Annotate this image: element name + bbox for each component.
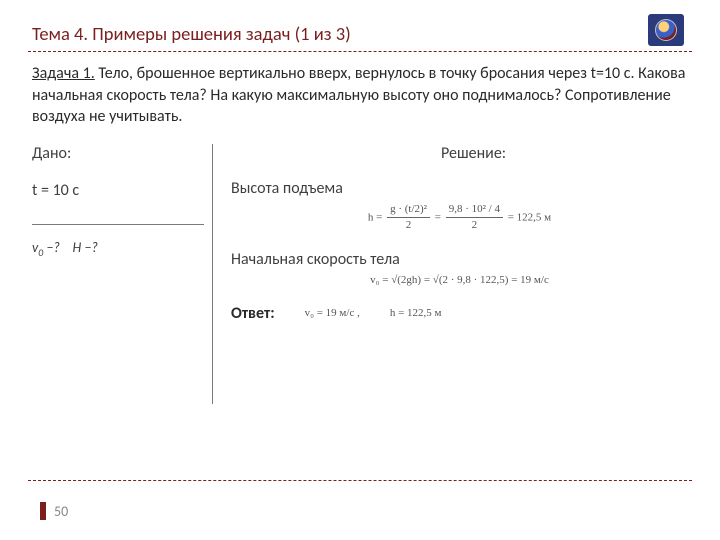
f1-frac1-den: 2	[387, 218, 430, 233]
problem-body: Тело, брошенное вертикально вверх, верну…	[32, 64, 685, 126]
page-number: 50	[54, 503, 68, 520]
solution-label: Решение:	[441, 144, 688, 163]
answer-label: Ответ:	[231, 304, 275, 323]
f1-mid: =	[435, 211, 441, 223]
given-block: Дано: t = 10 c v0 −? H −?	[32, 144, 212, 404]
answer-v: v₀ = 19 м/с ,	[305, 306, 360, 321]
step2-formula: v₀ = √(2gh) = √(2 · 9,8 · 122,5) = 19 м/…	[231, 273, 688, 288]
header-logo	[648, 14, 684, 46]
problem-lead: Задача 1.	[32, 64, 95, 83]
step1-label: Высота подъема	[231, 179, 688, 198]
given-separator	[32, 224, 204, 225]
f1-lhs: h =	[368, 211, 382, 223]
f1-frac2-num: 9,8 · 10² / 4	[446, 202, 503, 218]
answer-row: Ответ: v₀ = 19 м/с , h = 122,5 м	[231, 304, 688, 323]
vertical-divider	[212, 144, 213, 404]
f1-end: = 122,5 м	[508, 211, 551, 223]
step2-label: Начальная скорость тела	[231, 250, 688, 269]
page-title: Тема 4. Примеры решения задач (1 из 3)	[32, 22, 692, 45]
page-number-wrap: 50	[40, 502, 68, 520]
find-h-unknown: −?	[81, 239, 98, 256]
body-row: Дано: t = 10 c v0 −? H −? Решение: Высот…	[32, 144, 688, 404]
solution-block: Решение: Высота подъема h = g · (t/2)² 2…	[231, 144, 688, 404]
find-v-unknown: −?	[43, 239, 60, 256]
given-item: t = 10 c	[32, 181, 212, 200]
page-number-bar-icon	[40, 502, 46, 520]
header-divider	[28, 51, 692, 53]
find-h-symbol: H	[73, 239, 82, 256]
f1-frac2-den: 2	[446, 218, 503, 233]
answer-h: h = 122,5 м	[390, 306, 442, 321]
f1-frac2: 9,8 · 10² / 4 2	[446, 202, 503, 234]
f1-frac1: g · (t/2)² 2	[387, 202, 430, 234]
f1-frac1-num: g · (t/2)²	[387, 202, 430, 218]
find-line: v0 −? H −?	[32, 239, 212, 259]
globe-icon	[655, 19, 677, 41]
problem-statement: Задача 1. Тело, брошенное вертикально вв…	[32, 63, 688, 128]
given-label: Дано:	[32, 144, 212, 163]
step1-formula: h = g · (t/2)² 2 = 9,8 · 10² / 4 2 = 122…	[231, 202, 688, 234]
footer-divider	[28, 480, 692, 482]
